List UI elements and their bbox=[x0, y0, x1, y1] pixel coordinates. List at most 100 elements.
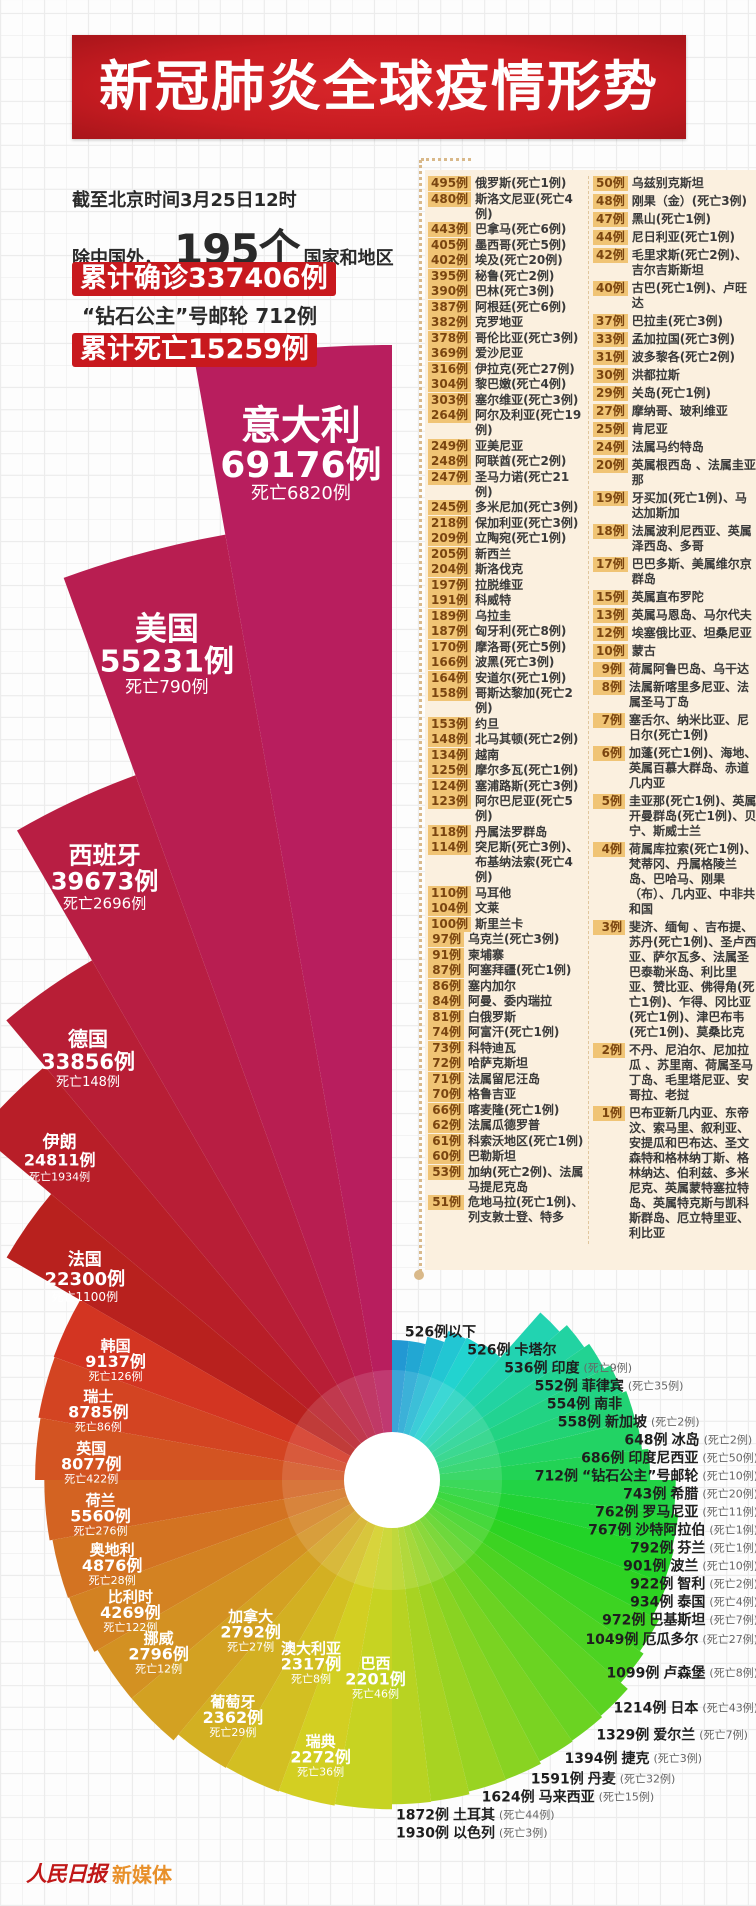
sector-label: 挪威 2796例死亡12例 bbox=[128, 1629, 189, 1675]
death-count: 死亡36例 bbox=[297, 1764, 344, 1778]
case-count-badge: 1例 bbox=[593, 1106, 625, 1121]
country-names: 文莱 bbox=[475, 901, 500, 915]
country-name: 奥地利 bbox=[90, 1541, 135, 1559]
list-item: 15例 英属直布罗陀 bbox=[593, 590, 756, 605]
list-column-right: 50例 乌兹别克斯坦 48例 刚果（金）(死亡3例) 47例 黑山(死亡1例) 44例 尼日利… bbox=[588, 176, 756, 1244]
sector-label: 792例 芬兰 (死亡1例) bbox=[630, 1539, 756, 1556]
death-count: 死亡28例 bbox=[89, 1573, 136, 1587]
list-item: 27例 摩纳哥、玻利维亚 bbox=[593, 404, 756, 419]
summary-stats: 截至北京时间3月25日12时 除中国外， 195个 国家和地区 累计确诊3374… bbox=[72, 186, 394, 367]
country-names: 立陶宛(死亡1例) bbox=[475, 531, 567, 545]
country-names: 尼日利亚(死亡1例) bbox=[631, 230, 736, 244]
country-name: 美国 bbox=[135, 610, 199, 648]
divider-dotted bbox=[419, 160, 422, 1272]
list-item: 70例 格鲁吉亚 bbox=[428, 1087, 586, 1102]
case-count: 1099例 bbox=[606, 1664, 659, 1681]
case-count-badge: 124例 bbox=[428, 778, 472, 794]
case-count-badge: 31例 bbox=[593, 350, 628, 365]
case-count: 4269例 bbox=[100, 1603, 161, 1622]
case-count-badge: 387例 bbox=[428, 299, 472, 315]
case-count-badge: 72例 bbox=[428, 1056, 464, 1071]
country-names: 乌拉圭 bbox=[475, 608, 512, 623]
case-count-badge: 100例 bbox=[428, 916, 472, 932]
country-name: “钻石公主”号邮轮 bbox=[582, 1467, 698, 1484]
case-count: 2317例 bbox=[281, 1655, 342, 1674]
case-count: 526例以下 bbox=[405, 1323, 476, 1340]
sector-卢森堡 bbox=[392, 1480, 644, 1683]
sector-土耳其 bbox=[392, 1480, 470, 1802]
list-item: 264例 阿尔及利亚(死亡19例) bbox=[428, 408, 586, 438]
death-count: (死亡20例) bbox=[702, 1486, 756, 1500]
country-name: 冰岛 bbox=[672, 1431, 700, 1448]
sector-挪威 bbox=[97, 1480, 392, 1699]
case-count: 1329例 bbox=[596, 1727, 649, 1744]
sector-荷兰 bbox=[44, 1480, 392, 1541]
country-names: 科特迪瓦 bbox=[468, 1040, 517, 1055]
case-count-badge: 15例 bbox=[593, 590, 628, 605]
sector-label: 558例 新加坡 (死亡2例) bbox=[558, 1413, 700, 1430]
sector-冰岛 bbox=[392, 1312, 560, 1480]
case-count: 526例 bbox=[467, 1341, 510, 1358]
country-names: 阿尔及利亚(死亡19例) bbox=[475, 408, 582, 437]
case-count-badge: 164例 bbox=[428, 670, 472, 686]
country-names: 斯洛伐克 bbox=[475, 562, 524, 576]
death-count: (死亡15例) bbox=[599, 1789, 655, 1803]
logo-text: 人民日报 bbox=[26, 1861, 107, 1886]
case-count-badge: 197例 bbox=[428, 577, 472, 593]
sector-印度尼西亚 bbox=[392, 1325, 585, 1480]
case-count: 686例 bbox=[581, 1449, 624, 1466]
country-name: 爱尔兰 bbox=[653, 1727, 695, 1744]
country-names: 越南 bbox=[475, 747, 500, 762]
country-name: 瑞士 bbox=[83, 1387, 113, 1405]
sector-label: 1329例 爱尔兰 (死亡7例) bbox=[596, 1727, 748, 1744]
country-name: 土耳其 bbox=[453, 1806, 495, 1823]
list-item: 118例 丹属法罗群岛 bbox=[428, 824, 586, 840]
case-count-badge: 204例 bbox=[428, 562, 472, 577]
list-item: 134例 越南 bbox=[428, 747, 586, 763]
list-item: 66例 喀麦隆(死亡1例) bbox=[428, 1102, 586, 1118]
country-names: 英属直布罗陀 bbox=[631, 590, 704, 604]
death-count: 死亡2696例 bbox=[63, 895, 146, 913]
country-names: 阿根廷(死亡6例) bbox=[475, 299, 567, 314]
case-count-badge: 30例 bbox=[593, 368, 628, 383]
list-item: 378例 哥伦比亚(死亡3例) bbox=[428, 330, 586, 346]
list-item: 62例 法属瓜德罗普 bbox=[428, 1118, 586, 1133]
list-item: 1例 巴布亚新几内亚、东帝汶、索马里、叙利亚、安提瓜和巴布达、圣文森特和格林纳丁斯… bbox=[593, 1106, 756, 1241]
list-item: 17例 巴巴多斯、美属维尔京群岛 bbox=[593, 557, 756, 587]
sector-label: 686例 印度尼西亚 (死亡50例) bbox=[581, 1449, 756, 1466]
list-item: 60例 巴勒斯坦 bbox=[428, 1149, 586, 1164]
death-count: (死亡32例) bbox=[620, 1771, 676, 1785]
sector-瑞典 bbox=[278, 1480, 392, 1806]
case-count-badge: 40例 bbox=[593, 281, 628, 296]
list-item: 5例 圭亚那(死亡1例)、英属开曼群岛(死亡1例)、贝宁、斯威士兰 bbox=[593, 794, 756, 839]
case-count-badge: 191例 bbox=[428, 593, 472, 608]
sector-label: 伊朗 24811例死亡1934例 bbox=[24, 1132, 96, 1184]
country-names: 亚美尼亚 bbox=[475, 438, 524, 453]
sector-希腊 bbox=[392, 1365, 623, 1480]
case-count: 767例 bbox=[588, 1521, 631, 1538]
death-count: 死亡8例 bbox=[291, 1672, 331, 1686]
country-name: 澳大利亚 bbox=[281, 1640, 341, 1658]
case-count-badge: 5例 bbox=[593, 794, 625, 809]
list-item: 51例 危地马拉(死亡1例)、列支敦士登、特多 bbox=[428, 1195, 586, 1225]
country-names: 突尼斯(死亡3例)、布基纳法索(死亡4例) bbox=[475, 840, 579, 884]
country-names: 哥伦比亚(死亡3例) bbox=[475, 330, 579, 345]
list-item: 74例 阿富汗(死亡1例) bbox=[428, 1025, 586, 1040]
sector-巴基斯坦 bbox=[392, 1480, 668, 1617]
sector-label: 巴西 2201例死亡46例 bbox=[345, 1655, 406, 1701]
case-count-badge: 60例 bbox=[428, 1149, 464, 1164]
country-names: 孟加拉国(死亡3例) bbox=[631, 332, 736, 346]
case-count-badge: 158例 bbox=[428, 686, 472, 701]
country-names: 危地马拉(死亡1例)、列支敦士登、特多 bbox=[468, 1195, 584, 1224]
list-item: 7例 塞舌尔、纳米比亚、尼日尔(死亡1例) bbox=[593, 713, 756, 743]
case-count-badge: 316例 bbox=[428, 361, 472, 377]
list-item: 44例 尼日利亚(死亡1例) bbox=[593, 230, 756, 245]
death-count: 死亡29例 bbox=[209, 1725, 256, 1739]
death-count: (死亡9例) bbox=[583, 1360, 632, 1374]
sector-爱尔兰 bbox=[392, 1480, 603, 1741]
sector-label: 葡萄牙 2362例死亡29例 bbox=[203, 1693, 264, 1739]
death-count: (死亡7例) bbox=[699, 1728, 748, 1742]
country-names: 伊拉克(死亡27例) bbox=[475, 361, 575, 376]
publisher-logo: 人民日报 新媒体 bbox=[26, 1858, 172, 1888]
case-count-badge: 264例 bbox=[428, 408, 472, 423]
